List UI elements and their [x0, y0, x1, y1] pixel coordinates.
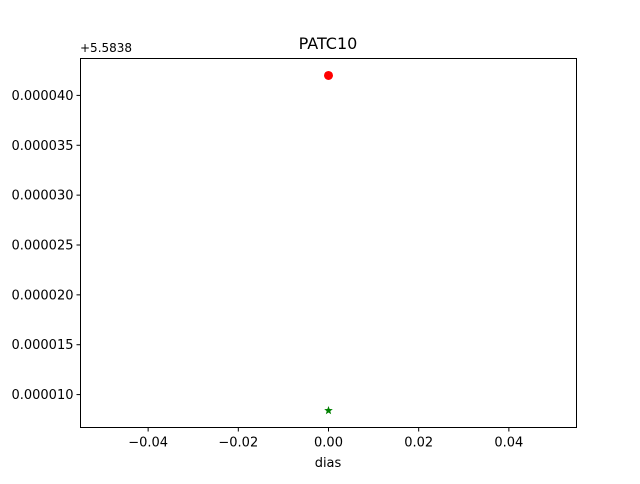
x-ticks: −0.04 −0.02 0.00 0.02 0.04 [128, 427, 523, 451]
y-tick-label: 0.000035 [11, 139, 73, 154]
x-tick-label: −0.02 [218, 436, 258, 451]
data-point-star [324, 406, 333, 415]
y-tick-label: 0.000010 [11, 388, 73, 403]
y-ticks: 0.000010 0.000015 0.000020 0.000025 0.000030… [11, 89, 81, 403]
x-axis-label: dias [315, 456, 342, 471]
data-point-circle [324, 70, 333, 80]
data-marks [324, 70, 333, 415]
plot-frame [80, 58, 577, 428]
y-tick-label: 0.000040 [11, 89, 73, 104]
x-tick-label: 0.00 [314, 436, 343, 451]
y-tick-label: 0.000030 [11, 189, 73, 204]
y-offset-label: +5.5838 [80, 41, 132, 55]
y-tick-label: 0.000025 [11, 238, 73, 253]
y-tick-label: 0.000015 [11, 338, 73, 353]
chart-title: PATC10 [299, 34, 358, 53]
x-tick-label: 0.02 [404, 436, 433, 451]
x-tick-label: 0.04 [494, 436, 523, 451]
x-tick-label: −0.04 [128, 436, 168, 451]
y-tick-label: 0.000020 [11, 288, 73, 303]
